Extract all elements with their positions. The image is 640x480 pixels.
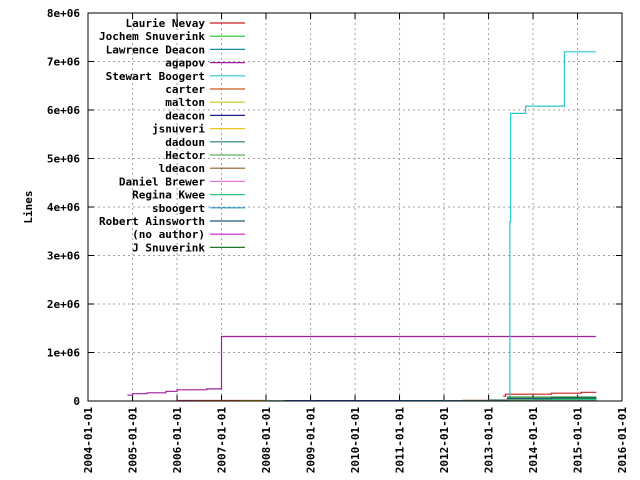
x-tick-label: 2006-01-01 — [171, 407, 184, 474]
y-tick-label: 6e+06 — [47, 104, 80, 117]
y-tick-label: 1e+06 — [47, 347, 80, 360]
y-axis-title: Lines — [22, 190, 35, 223]
y-tick-label: 8e+06 — [47, 7, 80, 20]
legend-label: ldeacon — [159, 162, 205, 175]
series-line-4 — [508, 51, 596, 402]
y-tick-label: 0 — [73, 395, 80, 408]
y-tick-label: 5e+06 — [47, 153, 80, 166]
legend-label: jsnuveri — [152, 123, 205, 136]
legend-label: Jochem Snuverink — [99, 30, 205, 43]
legend-label: J Snuverink — [132, 241, 205, 254]
legend-label: agapov — [165, 57, 205, 70]
x-tick-label: 2007-01-01 — [216, 407, 229, 474]
x-tick-label: 2013-01-01 — [483, 407, 496, 474]
x-tick-label: 2014-01-01 — [527, 407, 540, 474]
legend-label: Laurie Nevay — [126, 17, 206, 30]
y-tick-label: 2e+06 — [47, 298, 80, 311]
x-tick-label: 2010-01-01 — [349, 407, 362, 474]
legend-label: Stewart Boogert — [106, 70, 205, 83]
legend-label: Lawrence Deacon — [106, 43, 205, 56]
legend-label: Regina Kwee — [132, 189, 205, 202]
legend-label: carter — [165, 83, 205, 96]
series-line-0 — [503, 391, 597, 397]
legend-label: Robert Ainsworth — [99, 215, 205, 228]
series-line-15 — [507, 397, 597, 400]
y-tick-label: 4e+06 — [47, 201, 80, 214]
x-tick-label: 2004-01-01 — [82, 407, 95, 474]
series-line-17 — [507, 396, 597, 398]
legend-label: (no author) — [132, 228, 205, 241]
legend-label: dadoun — [165, 136, 205, 149]
legend-label: Hector — [165, 149, 205, 162]
x-tick-label: 2015-01-01 — [572, 407, 585, 474]
legend-label: Daniel Brewer — [119, 175, 205, 188]
plot-frame — [87, 12, 623, 402]
x-tick-label: 2016-01-01 — [616, 407, 629, 474]
legend-label: sboogert — [152, 202, 205, 215]
legend-label: malton — [165, 96, 205, 109]
y-tick-label: 3e+06 — [47, 250, 80, 263]
series-line-3 — [127, 335, 596, 396]
legend-label: deacon — [165, 109, 205, 122]
x-tick-label: 2005-01-01 — [127, 407, 140, 474]
x-tick-label: 2009-01-01 — [305, 407, 318, 474]
y-tick-label: 7e+06 — [47, 56, 80, 69]
x-tick-label: 2011-01-01 — [394, 407, 407, 474]
grid — [88, 13, 622, 401]
y-axis-ticks: 0 1e+06 2e+06 3e+06 4e+06 5e+06 6e+06 7e+06 8e+0… — [47, 7, 622, 408]
x-tick-label: 2008-01-01 — [260, 407, 273, 474]
x-tick-label: 2012-01-01 — [438, 407, 451, 474]
x-axis-ticks: 2004-01-01 2005-01-01 2006-01-01 2007-01-01… — [82, 13, 629, 473]
